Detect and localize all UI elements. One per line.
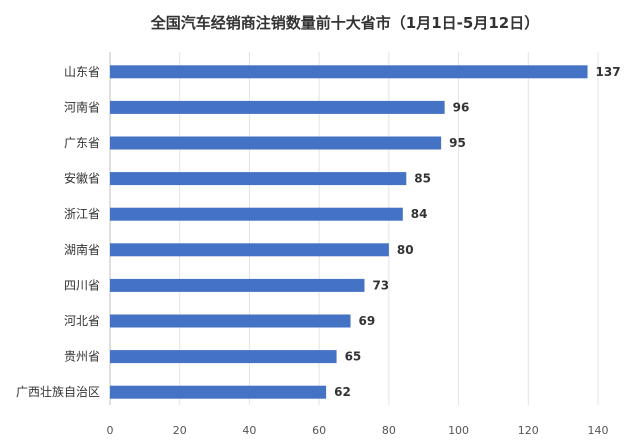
x-axis-ticks: 0 20 40 60 80 100 120 140 xyxy=(107,424,609,437)
category-label: 湖南省 xyxy=(64,242,100,257)
bar xyxy=(110,385,327,399)
category-label: 贵州省 xyxy=(64,350,100,364)
x-tick-label: 120 xyxy=(518,424,539,437)
bar xyxy=(110,100,445,114)
bar xyxy=(110,314,351,328)
x-tick-label: 100 xyxy=(448,424,469,437)
bar xyxy=(110,172,407,186)
x-tick-label: 20 xyxy=(173,424,187,437)
x-tick-label: 80 xyxy=(382,424,396,437)
value-label: 69 xyxy=(359,314,376,328)
x-tick-label: 0 xyxy=(107,424,114,437)
category-label: 浙江省 xyxy=(64,207,100,221)
bar xyxy=(110,207,403,221)
value-labels: 137 96 95 85 84 80 73 69 65 62 xyxy=(334,65,620,399)
x-tick-label: 140 xyxy=(588,424,609,437)
bar xyxy=(110,243,389,257)
category-label: 安徽省 xyxy=(64,171,100,186)
x-tick-label: 60 xyxy=(312,424,326,437)
value-label: 62 xyxy=(334,385,351,399)
value-label: 80 xyxy=(397,243,414,257)
value-label: 85 xyxy=(414,172,431,186)
bar xyxy=(110,136,442,150)
value-label: 137 xyxy=(596,65,621,79)
value-label: 65 xyxy=(345,350,362,364)
chart-title: 全国汽车经销商注销数量前十大省市（1月1日-5月12日） xyxy=(150,14,539,32)
bar xyxy=(110,350,337,364)
bar xyxy=(110,278,365,292)
bar xyxy=(110,65,588,79)
bars xyxy=(110,65,588,399)
category-label: 河北省 xyxy=(64,314,100,328)
category-label: 广西壮族自治区 xyxy=(16,385,100,399)
value-label: 73 xyxy=(372,278,389,292)
value-label: 96 xyxy=(453,100,470,114)
category-label: 河南省 xyxy=(64,99,100,114)
category-label: 山东省 xyxy=(64,65,100,79)
x-tick-label: 40 xyxy=(242,424,256,437)
category-label: 广东省 xyxy=(64,136,100,150)
category-label: 四川省 xyxy=(64,278,100,292)
value-label: 95 xyxy=(449,136,466,150)
value-label: 84 xyxy=(411,207,428,221)
